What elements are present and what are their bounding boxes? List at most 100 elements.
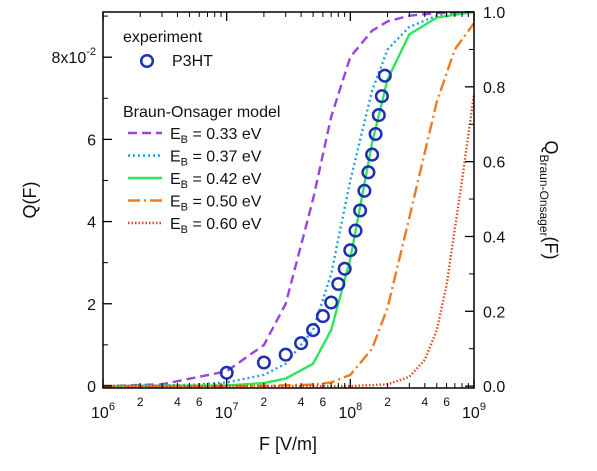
y-left-tick-base: 6: [87, 132, 96, 149]
x-tick-base: 10: [91, 405, 109, 422]
x-major-tick-label: 107: [215, 401, 239, 422]
experiment-point: [306, 323, 321, 338]
experiment-point: [348, 223, 363, 238]
y-left-tick-label: 6: [87, 132, 96, 149]
x-tick-exponent: 9: [480, 401, 486, 413]
legend-label-prefix: E: [170, 194, 181, 211]
y-right-tick-label: 0.6: [483, 155, 505, 172]
legend-label-prefix: E: [170, 216, 181, 233]
y-axis-right-label-main: Q: [541, 140, 561, 154]
experiment-point: [219, 365, 234, 380]
y-axis-right-label: QBraun-Onsager(F): [537, 140, 561, 259]
experiment-point: [278, 347, 293, 362]
x-minor-tick-label: 2: [137, 395, 144, 409]
x-major-tick-label: 106: [91, 401, 115, 422]
x-tick-base: 10: [215, 405, 233, 422]
y-left-tick-base: 2: [87, 297, 96, 314]
legend-label-0_5: EB = 0.50 eV: [170, 194, 262, 214]
y-right-tick-label: 0.0: [483, 379, 505, 396]
legend-model-title: Braun-Onsager model: [123, 104, 280, 121]
legend-label-0_33: EB = 0.33 eV: [170, 126, 262, 146]
legend-label-subscript: B: [181, 157, 188, 169]
y-right-tick-label: 0.2: [483, 304, 505, 321]
model-curve-0_37: [102, 10, 475, 388]
legend-label-value: = 0.60 eV: [188, 216, 262, 233]
y-left-tick-base: 8x10: [52, 50, 87, 67]
x-minor-tick-label: 6: [443, 395, 450, 409]
experiment-point: [357, 183, 372, 198]
plot-points: [219, 68, 392, 380]
y-axis-left-label: Q(F): [20, 182, 40, 219]
x-tick-base: 10: [462, 405, 480, 422]
y-left-tick-label: 2: [87, 297, 96, 314]
axis-labels: F [V/m] Q(F) QBraun-Onsager(F): [20, 140, 561, 454]
plot-curves: [102, 10, 476, 388]
experiment-point: [368, 126, 383, 142]
plot-frame: [102, 11, 475, 389]
legend-label-subscript: B: [181, 202, 188, 214]
y-left-tick-label: 4: [87, 215, 96, 232]
experiment-point: [361, 165, 376, 180]
y-left-tick-label: 8x10-2: [52, 46, 96, 67]
x-minor-tick-label: 2: [384, 395, 391, 409]
axes: [102, 11, 475, 389]
experiment-point: [374, 89, 389, 104]
experiment-point: [324, 295, 339, 310]
legend: experiment P3HT Braun-Onsager model EB =…: [123, 29, 280, 236]
x-minor-tick-label: 2: [261, 395, 268, 409]
legend-label-prefix: E: [170, 171, 181, 188]
legend-label-0_42: EB = 0.42 eV: [170, 171, 262, 191]
experiment-point: [315, 309, 330, 324]
x-axis-label: F [V/m]: [259, 434, 317, 454]
y-left-tick-label: 0: [87, 379, 96, 396]
y-axis-right-label-tail: (F): [541, 237, 561, 260]
legend-experiment-marker: [139, 53, 155, 69]
y-right-tick-label: 1.0: [483, 5, 505, 22]
y-axis-right-label-sub: Braun-Onsager: [537, 154, 551, 236]
legend-experiment-title: experiment: [123, 29, 203, 46]
experiment-point: [294, 336, 309, 351]
y-right-tick-label: 0.8: [483, 80, 505, 97]
x-tick-exponent: 6: [109, 401, 115, 413]
x-minor-tick-label: 4: [298, 395, 305, 409]
legend-label-value: = 0.37 eV: [188, 149, 262, 166]
x-minor-tick-label: 6: [320, 395, 327, 409]
model-curve-0_42: [102, 10, 475, 388]
legend-label-subscript: B: [181, 224, 188, 236]
model-curve-0_6: [103, 94, 476, 388]
x-major-tick-label: 108: [338, 401, 362, 422]
legend-label-value: = 0.42 eV: [188, 171, 262, 188]
model-curve-0_5: [102, 22, 475, 388]
experiment-point: [371, 108, 386, 123]
legend-label-subscript: B: [181, 134, 188, 146]
x-minor-tick-label: 4: [174, 395, 181, 409]
legend-label-subscript: B: [181, 179, 188, 191]
experiment-point: [353, 203, 368, 218]
experiment-point: [343, 243, 358, 258]
x-major-tick-label: 109: [462, 401, 486, 422]
y-left-tick-exponent: -2: [86, 46, 96, 58]
experiment-point: [365, 147, 380, 162]
model-curve-0_33: [102, 10, 475, 388]
experiment-point: [377, 68, 392, 83]
legend-label-prefix: E: [170, 126, 181, 143]
legend-label-0_37: EB = 0.37 eV: [170, 149, 262, 169]
legend-experiment-label: P3HT: [172, 53, 213, 70]
x-tick-exponent: 7: [233, 401, 239, 413]
y-right-tick-label: 0.4: [483, 229, 505, 246]
experiment-point: [337, 261, 352, 276]
legend-label-prefix: E: [170, 149, 181, 166]
y-left-tick-base: 4: [87, 215, 96, 232]
legend-label-0_6: EB = 0.60 eV: [170, 216, 262, 236]
legend-label-value: = 0.33 eV: [188, 126, 262, 143]
experiment-point: [256, 355, 271, 370]
experiment-point: [331, 276, 346, 292]
x-tick-exponent: 8: [356, 401, 362, 413]
y-left-tick-base: 0: [87, 379, 96, 396]
x-minor-tick-label: 6: [196, 395, 203, 409]
x-minor-tick-label: 4: [421, 395, 428, 409]
